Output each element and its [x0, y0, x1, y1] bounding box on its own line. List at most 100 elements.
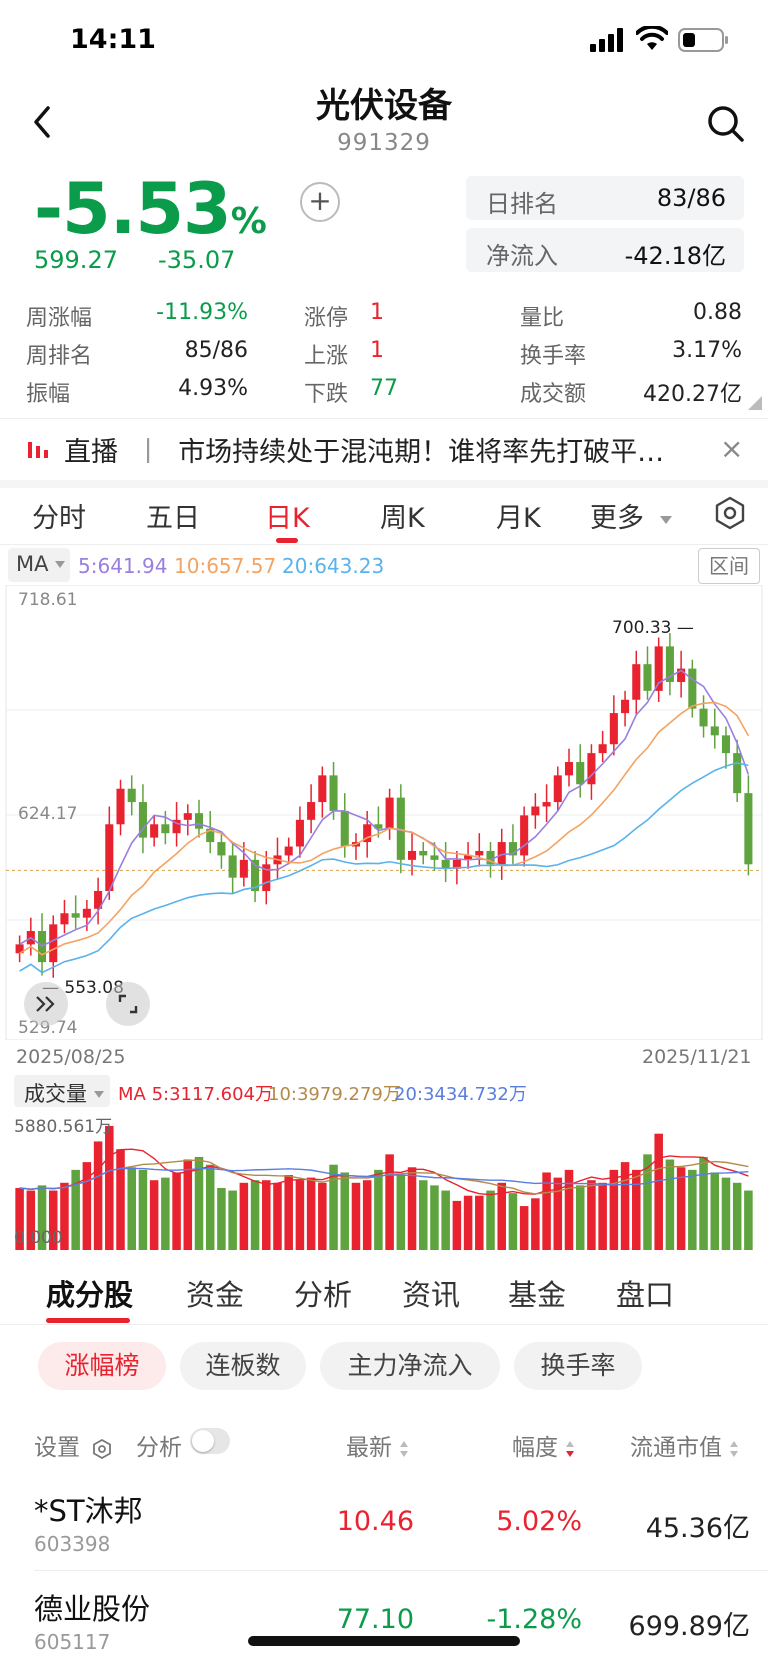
- candle: [419, 850, 428, 856]
- ma5-value: 5:641.94: [78, 554, 168, 578]
- ma-selector[interactable]: MA: [8, 548, 70, 582]
- candle: [677, 668, 686, 682]
- candle: [576, 762, 585, 785]
- search-icon[interactable]: [706, 104, 746, 144]
- candle: [150, 824, 159, 838]
- table-row[interactable]: 德业股份 605117 77.10 -1.28% 699.89亿: [0, 1578, 768, 1663]
- volume-bar: [620, 1162, 630, 1250]
- candle: [318, 775, 327, 803]
- candle: [587, 753, 596, 785]
- filter-gainers[interactable]: 涨幅榜: [38, 1342, 166, 1390]
- battery-icon: [678, 28, 728, 52]
- tab-intraday[interactable]: 分时: [32, 503, 86, 534]
- candle: [262, 864, 271, 891]
- volume-bar: [418, 1180, 428, 1250]
- week-rank-value: 85/86: [184, 338, 248, 363]
- dropdown-arrow-icon: [93, 1091, 104, 1098]
- filter-main-inflow[interactable]: 主力净流入: [320, 1342, 500, 1390]
- volume-bar: [587, 1180, 596, 1250]
- candle: [239, 859, 248, 878]
- tab-fund-products[interactable]: 基金: [508, 1278, 567, 1312]
- wifi-icon: [636, 26, 668, 50]
- vol-ma20-line: [19, 1167, 749, 1190]
- y-axis-bottom-label: 529.74: [18, 1018, 78, 1038]
- settings-gear-icon: [93, 1438, 112, 1459]
- candle: [105, 824, 114, 891]
- candle: [71, 913, 80, 918]
- filter-consecutive-limit[interactable]: 连板数: [180, 1342, 306, 1390]
- volume-bar: [262, 1180, 271, 1250]
- volume-bar: [699, 1156, 708, 1250]
- change-percent-cell: 5.02%: [496, 1506, 582, 1537]
- sort-icon: [400, 1440, 409, 1457]
- week-change-value: -11.93%: [156, 300, 248, 325]
- tab-order-book[interactable]: 盘口: [616, 1278, 675, 1312]
- vol-ma10: 10:3979.279万: [268, 1084, 401, 1105]
- price-change: -35.07: [158, 246, 236, 274]
- col-latest[interactable]: 最新: [346, 1428, 409, 1462]
- col-mktcap-label: 流通市值: [630, 1435, 722, 1461]
- tab-analysis[interactable]: 分析: [294, 1278, 353, 1312]
- live-divider: 丨: [134, 437, 162, 468]
- tab-more[interactable]: 更多: [590, 496, 673, 535]
- candle: [116, 788, 125, 825]
- settings-link[interactable]: 设置: [34, 1428, 113, 1462]
- live-banner[interactable]: 直播 丨 市场持续处于混沌期！谁将率先打破平…: [64, 430, 664, 469]
- tab-weekly-k[interactable]: 周K: [380, 503, 425, 534]
- analysis-toggle[interactable]: [190, 1428, 230, 1454]
- candle: [295, 819, 304, 847]
- candle: [385, 797, 394, 829]
- tab-monthly-k[interactable]: 月K: [496, 503, 541, 534]
- candle: [452, 859, 461, 869]
- candle: [553, 775, 562, 803]
- chart-settings-icon[interactable]: [714, 496, 746, 530]
- volume-bar: [37, 1185, 47, 1250]
- volume-bar: [149, 1180, 159, 1250]
- candle: [609, 713, 618, 745]
- volume-bar: [205, 1164, 215, 1250]
- volume-bar: [531, 1198, 540, 1250]
- end-date-label: 2025/11/21: [642, 1046, 752, 1068]
- kline-chart[interactable]: [0, 585, 768, 1040]
- range-button[interactable]: 区间: [698, 548, 760, 584]
- candle: [699, 708, 708, 727]
- volume-bar: [362, 1180, 372, 1250]
- candle: [733, 753, 742, 794]
- volume-bar: [564, 1169, 574, 1250]
- volume-bar: [217, 1187, 226, 1250]
- volume-bar: [138, 1169, 148, 1250]
- tab-news[interactable]: 资讯: [402, 1278, 461, 1312]
- amount-value: 420.27亿: [643, 382, 742, 407]
- filter-turnover[interactable]: 换手率: [514, 1342, 642, 1390]
- close-banner-button[interactable]: ×: [720, 432, 744, 465]
- candle: [340, 810, 349, 847]
- volume-bar: [508, 1193, 518, 1250]
- volume-bar: [519, 1206, 529, 1250]
- col-mktcap[interactable]: 流通市值: [630, 1428, 739, 1462]
- volume-bar: [194, 1156, 204, 1250]
- y-axis-top-label: 718.61: [18, 590, 78, 610]
- add-watchlist-button[interactable]: +: [300, 182, 340, 222]
- candle: [520, 815, 529, 856]
- corner-expand-icon[interactable]: [748, 396, 762, 410]
- table-row[interactable]: *ST沐邦 603398 10.46 5.02% 45.36亿: [0, 1480, 768, 1570]
- tab-five-day[interactable]: 五日: [146, 503, 200, 534]
- tab-constituents[interactable]: 成分股: [46, 1278, 134, 1312]
- expand-left-button[interactable]: [24, 982, 68, 1026]
- volume-selector[interactable]: 成交量: [14, 1075, 110, 1107]
- col-change[interactable]: 幅度: [512, 1428, 575, 1462]
- tab-funds[interactable]: 资金: [186, 1278, 245, 1312]
- back-arrow-icon[interactable]: [28, 102, 58, 142]
- candle: [688, 668, 697, 709]
- tab-daily-k[interactable]: 日K: [265, 503, 310, 534]
- volume-chart[interactable]: [0, 1092, 768, 1252]
- volume-bar: [71, 1169, 80, 1250]
- volume-bar: [463, 1195, 473, 1250]
- volume-bar: [93, 1141, 103, 1250]
- day-rank-label: 日排名: [486, 190, 558, 218]
- candle: [138, 802, 147, 838]
- fullscreen-button[interactable]: [106, 982, 150, 1026]
- volume-bar: [228, 1190, 237, 1250]
- day-rank-value: 83/86: [656, 184, 726, 212]
- latest-price: 10.46: [336, 1506, 414, 1537]
